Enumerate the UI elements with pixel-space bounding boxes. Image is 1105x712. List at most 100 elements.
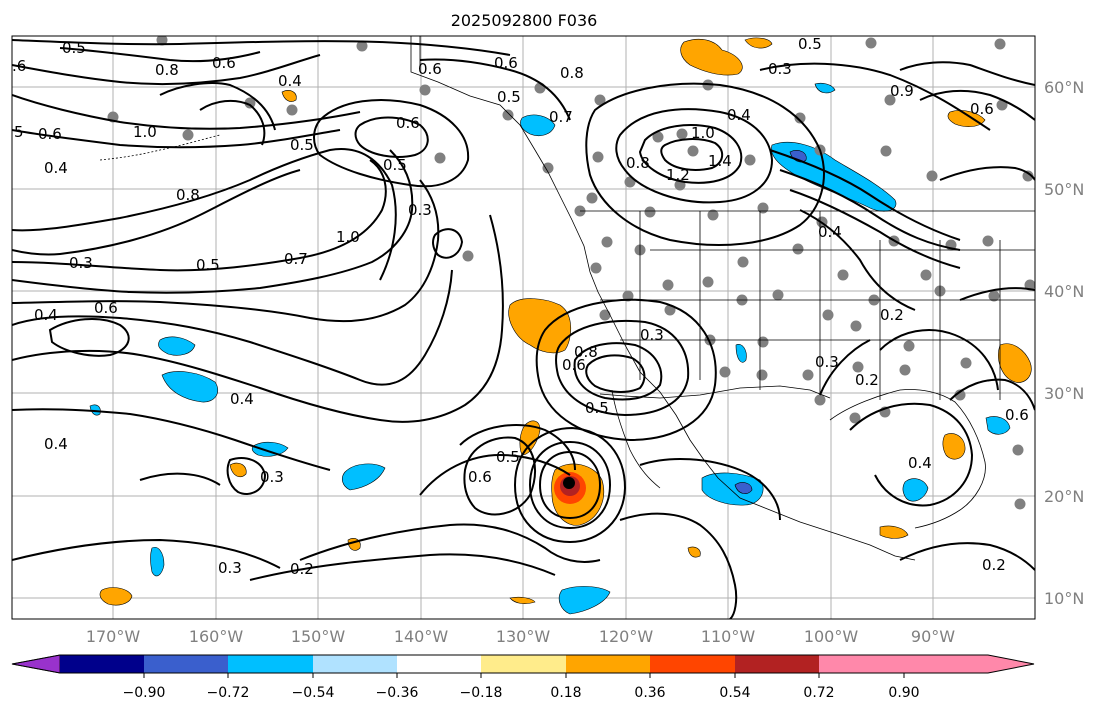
contour-line <box>554 319 690 417</box>
station-dot <box>852 361 864 373</box>
station-dot <box>849 412 861 424</box>
contour-line <box>638 124 743 184</box>
contour-line <box>12 169 301 256</box>
station-dot <box>926 170 938 182</box>
contour-line <box>299 523 601 563</box>
contour-line <box>12 159 387 272</box>
lat-label: 50°N <box>1044 180 1084 199</box>
negative-region <box>558 586 611 615</box>
station-dot <box>884 94 896 106</box>
positive-region <box>519 420 541 456</box>
contour-line <box>789 189 961 269</box>
map-panel: 0.5 .6 0.6 5 0.6 0.4 1.0 0.8 0.4 0.5 0.6… <box>11 35 1036 620</box>
contour-label: 1.2 <box>666 166 690 184</box>
border-us-mexico <box>599 385 831 399</box>
contour-label: 0.3 <box>69 254 93 272</box>
contour-line <box>139 472 221 486</box>
lat-label: 10°N <box>1044 589 1084 608</box>
chart-title: 2025092800 F036 <box>451 11 598 30</box>
station-dot <box>687 145 699 157</box>
contour-label: 0.5 <box>497 88 521 106</box>
contour-line <box>919 89 1035 121</box>
contour-line <box>12 54 321 86</box>
coastlines <box>99 36 1035 561</box>
station-dot <box>756 369 768 381</box>
positive-region <box>680 38 743 76</box>
positive-region <box>879 525 909 539</box>
contour-line <box>159 82 276 131</box>
contour-line <box>849 402 974 507</box>
station-dot <box>1012 444 1024 456</box>
lon-label: 120°W <box>599 627 654 646</box>
contour-line <box>513 426 627 544</box>
contour-label: 0.2 <box>880 306 904 324</box>
negative-region <box>735 344 747 363</box>
colorbar-segment <box>481 655 566 673</box>
contour-label: 0.2 <box>290 560 314 578</box>
contour-line <box>12 408 331 471</box>
station-dot <box>662 279 674 291</box>
contour-line <box>615 108 774 204</box>
longitude-labels: 170°W 160°W 150°W 140°W 130°W 120°W 110°… <box>86 627 955 646</box>
contour-label: 0.6 <box>1005 406 1029 424</box>
contour-line <box>313 99 470 188</box>
station-dot <box>850 320 862 332</box>
station-dot <box>590 262 602 274</box>
station-dot <box>586 192 598 204</box>
contour-label: 0.5 <box>496 448 520 466</box>
station-dot <box>676 128 688 140</box>
colorbar-tick-label: 0.90 <box>888 685 919 701</box>
contour-line <box>528 440 612 530</box>
lon-label: 100°W <box>804 627 859 646</box>
station-dot <box>994 38 1006 50</box>
contour-label: 0.6 <box>562 356 586 374</box>
contour-line <box>779 169 961 251</box>
station-dot <box>982 235 994 247</box>
contour-label: 0.6 <box>970 100 994 118</box>
station-dot <box>899 364 911 376</box>
negative-region <box>161 371 219 403</box>
coastline-west <box>410 36 916 561</box>
contour-label: 0.8 <box>176 186 200 204</box>
colorbar-ticks <box>143 673 905 678</box>
positive-region <box>281 90 297 102</box>
colorbar-extend-min <box>11 654 61 674</box>
station-dot <box>244 97 256 109</box>
positive-region <box>998 343 1032 383</box>
contour-line <box>226 457 267 495</box>
station-dot <box>996 99 1008 111</box>
colorbar-segment <box>397 655 481 673</box>
station-dot <box>542 162 554 174</box>
contour-line <box>639 458 781 521</box>
colorbar-segment <box>60 655 144 673</box>
contour-label: 0.4 <box>908 454 932 472</box>
contour-line <box>769 149 961 241</box>
contour-label: 0.6 <box>418 60 442 78</box>
coastline-gulf <box>829 389 986 529</box>
contour-label: .6 <box>12 57 26 75</box>
contour-label: 0.5 <box>585 399 609 417</box>
station-dot <box>802 369 814 381</box>
colorbar-segment <box>566 655 650 673</box>
contour-label: 0.6 <box>38 125 62 143</box>
positive-region <box>99 587 133 606</box>
negative-region <box>902 478 929 502</box>
contour-label: 0.3 <box>640 326 664 344</box>
contour-line <box>573 342 663 401</box>
contour-label: 0.7 <box>284 250 308 268</box>
contour-line <box>12 39 511 56</box>
positive-region <box>942 433 966 460</box>
colorbar-segment <box>735 655 819 673</box>
station-dot <box>419 84 431 96</box>
contour-label: 0.6 <box>94 299 118 317</box>
contour-line <box>939 166 1035 181</box>
contour-label: 0.4 <box>727 106 751 124</box>
station-dot <box>737 256 749 268</box>
station-dot <box>652 131 664 143</box>
colorbar: −0.90 −0.72 −0.54 −0.36 −0.18 0.18 0.36 … <box>11 654 1035 701</box>
contour-line <box>59 47 261 63</box>
negative-region <box>701 472 764 506</box>
contour-line <box>12 538 281 569</box>
contour-label: 0.9 <box>890 82 914 100</box>
